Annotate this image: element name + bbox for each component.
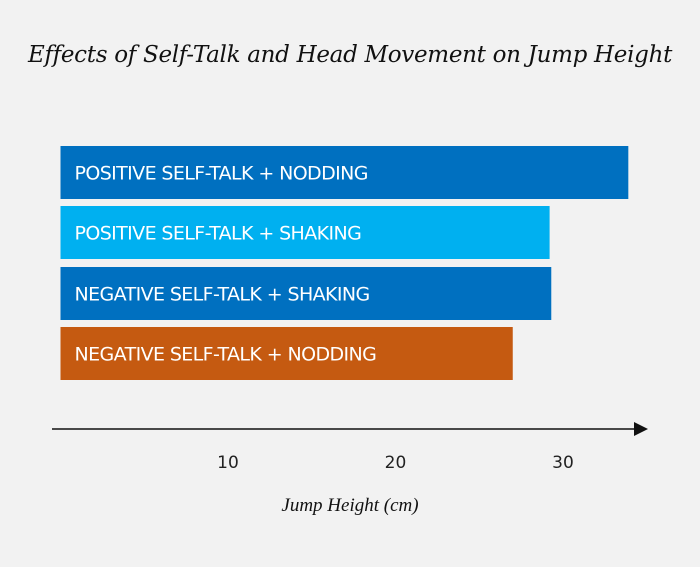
- bar-label: NEGATIVE SELF-TALK + SHAKING: [75, 284, 370, 306]
- bar: [60, 267, 552, 320]
- bar: [60, 327, 513, 380]
- x-tick-label: 30: [552, 453, 574, 473]
- bar: [60, 206, 550, 259]
- x-axis-arrow-icon: [634, 422, 648, 436]
- x-tick-label: 20: [385, 453, 407, 473]
- x-tick-label: 10: [217, 453, 239, 473]
- bar-label: NEGATIVE SELF-TALK + NODDING: [75, 344, 377, 366]
- x-axis-label: Jump Height (cm): [281, 495, 419, 516]
- bar: [60, 146, 629, 199]
- bar-label: POSITIVE SELF-TALK + SHAKING: [75, 223, 362, 245]
- bar-label: POSITIVE SELF-TALK + NODDING: [75, 163, 368, 185]
- chart-title: Effects of Self-Talk and Head Movement o…: [27, 42, 673, 68]
